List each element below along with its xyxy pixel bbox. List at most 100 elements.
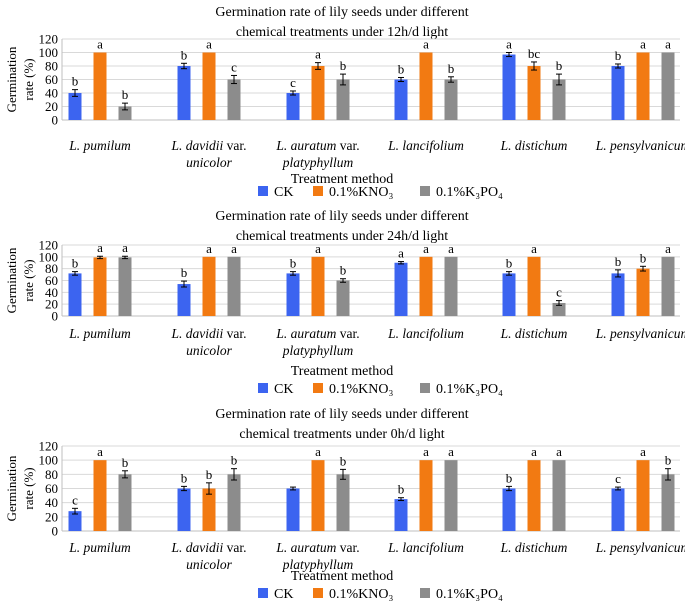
significance-letter: a bbox=[640, 444, 646, 459]
significance-letter: a bbox=[206, 241, 212, 256]
legend-label: CK bbox=[274, 587, 293, 602]
chart-panel-2: Germination rate of lily seeds under dif… bbox=[4, 209, 685, 397]
category-species: L. pumilum bbox=[68, 326, 131, 341]
y-tick-label: 60 bbox=[45, 72, 58, 87]
bar bbox=[177, 284, 191, 316]
category-species: L. lancifolium bbox=[387, 326, 464, 341]
category-label: L. lancifolium bbox=[387, 326, 464, 341]
significance-letter: b bbox=[72, 256, 79, 271]
category-label: L. distichum bbox=[500, 540, 568, 555]
category-label-line-2: unicolor bbox=[186, 343, 232, 358]
significance-letter: a bbox=[315, 241, 321, 256]
category-species: L. pensylvanicum bbox=[595, 326, 685, 341]
bar bbox=[394, 79, 408, 120]
bar bbox=[552, 460, 566, 531]
category-label: L. pensylvanicum bbox=[595, 138, 685, 153]
y-axis-label-line-1: Germination bbox=[4, 247, 19, 313]
significance-letter: a bbox=[315, 47, 321, 62]
significance-letter: a bbox=[97, 37, 103, 52]
significance-letter: a bbox=[448, 241, 454, 256]
category-label-line-2: platyphyllum bbox=[282, 155, 354, 170]
bar bbox=[419, 256, 433, 316]
significance-letter: c bbox=[72, 492, 78, 507]
bar bbox=[227, 256, 241, 316]
legend-swatch bbox=[313, 186, 323, 196]
category-label: L. pumilum bbox=[68, 540, 131, 555]
category-label: L. distichum bbox=[500, 138, 568, 153]
significance-letter: a bbox=[531, 444, 537, 459]
y-tick-label: 100 bbox=[39, 249, 59, 264]
category-species: L. distichum bbox=[500, 540, 568, 555]
legend-swatch bbox=[258, 383, 268, 393]
legend: CK 0.1%KNO₃ 0.1%K₃PO₄ bbox=[258, 382, 503, 397]
bar bbox=[311, 66, 325, 120]
significance-letter: b bbox=[448, 61, 455, 76]
x-axis-label: Treatment method bbox=[291, 364, 394, 379]
bar bbox=[336, 474, 350, 531]
significance-letter: b bbox=[340, 453, 347, 468]
bar bbox=[502, 54, 516, 120]
category-species: L. davidii bbox=[170, 326, 223, 341]
chart-title-line-2: chemical treatments under 0h/d light bbox=[239, 427, 444, 442]
bar bbox=[661, 52, 675, 120]
category-species: L. distichum bbox=[500, 326, 568, 341]
legend-swatch bbox=[420, 186, 430, 196]
category-species: L. pensylvanicum bbox=[595, 138, 685, 153]
legend-label: 0.1%K₃PO₄ bbox=[436, 382, 503, 397]
bar bbox=[636, 52, 650, 120]
legend-label: 0.1%KNO₃ bbox=[329, 185, 393, 200]
bar bbox=[419, 52, 433, 120]
legend-swatch bbox=[313, 383, 323, 393]
category-label: L. davidii var. bbox=[170, 326, 246, 341]
category-species: L. auratum bbox=[275, 540, 336, 555]
category-species: L. distichum bbox=[500, 138, 568, 153]
y-tick-label: 0 bbox=[52, 113, 59, 128]
category-species: L. lancifolium bbox=[387, 540, 464, 555]
significance-letter: a bbox=[122, 240, 128, 255]
y-tick-label: 60 bbox=[45, 481, 58, 496]
y-tick-label: 40 bbox=[45, 285, 58, 300]
significance-letter: a bbox=[231, 241, 237, 256]
category-label: L. lancifolium bbox=[387, 138, 464, 153]
significance-letter: a bbox=[665, 241, 671, 256]
category-variety-marker: var. bbox=[336, 540, 359, 555]
category-label-line-2: unicolor bbox=[186, 557, 232, 572]
bar bbox=[68, 273, 82, 316]
category-variety-marker: var. bbox=[336, 326, 359, 341]
category-species: L. pumilum bbox=[68, 138, 131, 153]
chart-title-line-1: Germination rate of lily seeds under dif… bbox=[215, 209, 468, 224]
bar bbox=[93, 257, 107, 316]
significance-letter: a bbox=[640, 37, 646, 52]
chart-panel-1: Germination rate of lily seeds under dif… bbox=[4, 5, 685, 200]
category-variety-marker: var. bbox=[223, 138, 246, 153]
significance-letter: bc bbox=[528, 46, 541, 61]
category-variety-marker: var. bbox=[223, 326, 246, 341]
chart-panel-3: Germination rate of lily seeds under dif… bbox=[4, 407, 685, 602]
bar bbox=[611, 66, 625, 120]
y-tick-label: 20 bbox=[45, 99, 58, 114]
category-label-line-2: unicolor bbox=[186, 155, 232, 170]
significance-letter: a bbox=[206, 37, 212, 52]
bar bbox=[636, 268, 650, 316]
significance-letter: b bbox=[640, 250, 647, 265]
y-axis-label: Germination rate (%) bbox=[4, 46, 36, 112]
bar bbox=[419, 460, 433, 531]
bar bbox=[527, 256, 541, 316]
bar bbox=[311, 256, 325, 316]
significance-letter: b bbox=[206, 467, 213, 482]
y-tick-label: 80 bbox=[45, 467, 58, 482]
bar bbox=[394, 499, 408, 531]
category-label-line-2: platyphyllum bbox=[282, 343, 354, 358]
bar bbox=[177, 488, 191, 531]
significance-letter: a bbox=[665, 37, 671, 52]
bar bbox=[68, 511, 82, 531]
significance-letter: a bbox=[423, 241, 429, 256]
category-label: L. auratum var. bbox=[275, 138, 359, 153]
significance-letter: a bbox=[423, 444, 429, 459]
bar bbox=[444, 460, 458, 531]
chart-title-line-2: chemical treatments under 24h/d light bbox=[236, 229, 448, 244]
bar bbox=[118, 257, 132, 316]
y-tick-label: 0 bbox=[52, 309, 59, 324]
bar bbox=[661, 256, 675, 316]
legend-label: 0.1%KNO₃ bbox=[329, 587, 393, 602]
